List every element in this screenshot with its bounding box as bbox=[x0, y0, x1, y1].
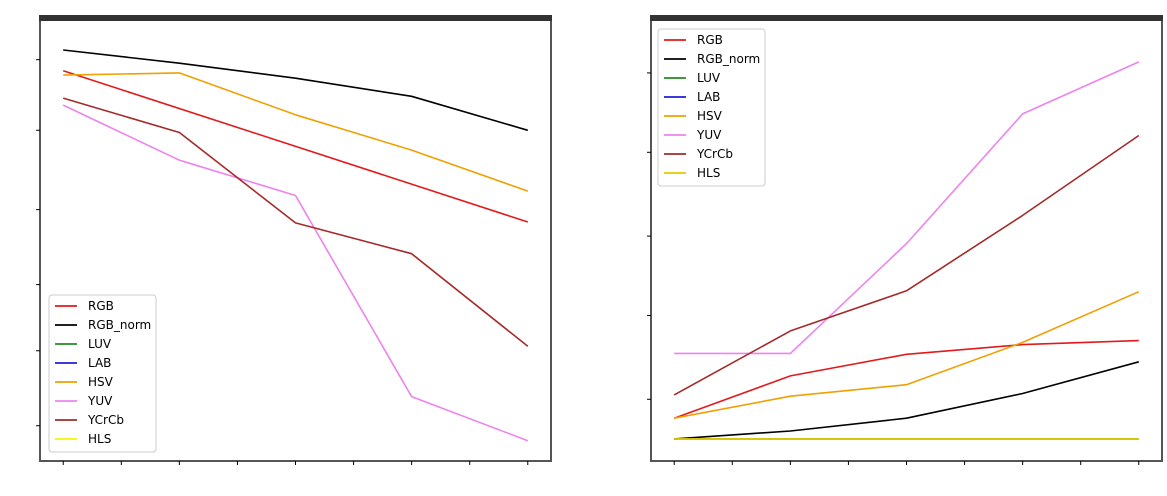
legend-label: RGB_norm bbox=[88, 318, 151, 332]
plot-top-bar bbox=[39, 15, 552, 21]
series-line-rgb-norm bbox=[674, 361, 1140, 440]
series-line-rgb bbox=[62, 69, 529, 223]
legend: RGB RGB_norm LUV LAB HSV YUV YCrCb HLS bbox=[48, 294, 157, 453]
legend-label: YUV bbox=[87, 394, 113, 408]
series-line-yuv bbox=[62, 104, 529, 442]
chart-panel-2: RGB RGB_norm LUV LAB HSV YUV YCrCb HLS bbox=[647, 15, 1163, 465]
series-line-yuv bbox=[674, 61, 1140, 355]
legend-label: LUV bbox=[697, 71, 721, 85]
legend-label: RGB bbox=[88, 299, 114, 313]
legend-label: YUV bbox=[696, 128, 722, 142]
series-line-ycrcb bbox=[673, 134, 1140, 396]
legend-label: HLS bbox=[88, 432, 111, 446]
legend-label: LUV bbox=[88, 337, 112, 351]
legend-label: HSV bbox=[697, 109, 723, 123]
series-line-ycrcb bbox=[62, 97, 529, 347]
series-line-hsv bbox=[674, 290, 1140, 419]
legend: RGB RGB_norm LUV LAB HSV YUV YCrCb HLS bbox=[657, 28, 766, 187]
legend-label: YCrCb bbox=[696, 147, 733, 161]
plot-top-bar bbox=[650, 15, 1163, 21]
legend-label: LAB bbox=[88, 356, 111, 370]
legend-label: RGB bbox=[697, 33, 723, 47]
legend-box bbox=[48, 294, 157, 453]
legend-label: RGB_norm bbox=[697, 52, 760, 66]
series-line-hsv bbox=[63, 72, 529, 192]
legend-label: HSV bbox=[88, 375, 114, 389]
series-line-rgb bbox=[673, 339, 1139, 419]
legend-box bbox=[657, 28, 766, 187]
series-line-rgb-norm bbox=[63, 49, 529, 132]
legend-label: HLS bbox=[697, 166, 720, 180]
chart-panel-1: RGB RGB_norm LUV LAB HSV YUV YCrCb HLS bbox=[36, 15, 552, 465]
legend-label: YCrCb bbox=[87, 413, 124, 427]
legend-label: LAB bbox=[697, 90, 720, 104]
